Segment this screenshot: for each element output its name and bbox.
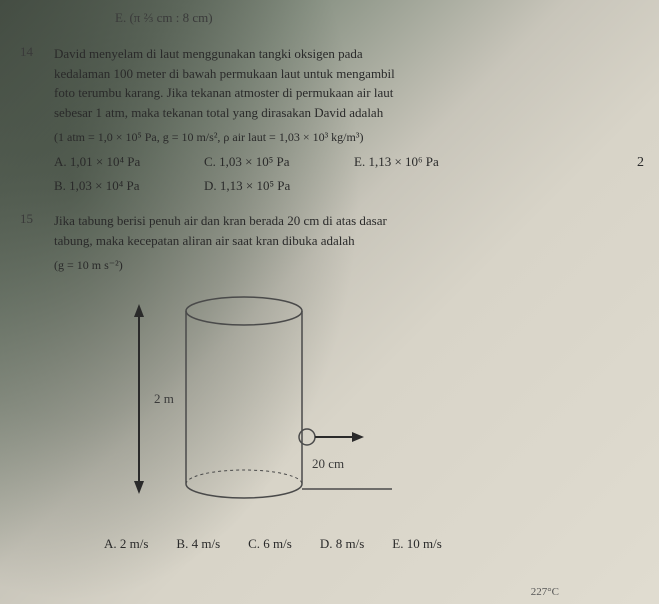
question-body: David menyelam di laut menggunakan tangk… <box>54 44 639 195</box>
q15-line2: tabung, maka kecepatan aliran air saat k… <box>54 233 355 248</box>
q14-option-b: B. 1,03 × 10⁴ Pa <box>54 176 174 196</box>
q14-line1: David menyelam di laut menggunakan tangk… <box>54 46 363 61</box>
q14-line3: foto terumbu karang. Jika tekanan atmost… <box>54 85 393 100</box>
q15-option-a: A. 2 m/s <box>104 534 148 554</box>
q15-line1: Jika tabung berisi penuh air dan kran be… <box>54 213 387 228</box>
q15-option-c: C. 6 m/s <box>248 534 292 554</box>
q15-option-b: B. 4 m/s <box>176 534 220 554</box>
q14-option-e: E. 1,13 × 10⁶ Pa <box>354 152 474 172</box>
question-text: Jika tabung berisi penuh air dan kran be… <box>54 211 639 250</box>
page-content: E. (π ⅔ cm : 8 cm) 14 David menyelam di … <box>20 10 639 554</box>
question-number: 14 <box>20 44 42 195</box>
cylinder-diagram: 2 m 20 cm <box>114 289 394 519</box>
height-label: 2 m <box>154 389 174 409</box>
q14-option-c: C. 1,03 × 10⁵ Pa <box>204 152 324 172</box>
q14-options: A. 1,01 × 10⁴ Pa B. 1,03 × 10⁴ Pa C. 1,0… <box>54 152 639 195</box>
arrow-down-icon <box>134 481 144 494</box>
question-14: 14 David menyelam di laut menggunakan ta… <box>20 44 639 195</box>
arrow-up-icon <box>134 304 144 317</box>
bottom-fragment: 227°C <box>531 586 559 598</box>
cylinder-top <box>186 297 302 325</box>
cylinder-bottom-back <box>186 470 302 484</box>
top-fragment-text: E. (π ⅔ cm : 8 cm) <box>20 10 639 26</box>
q15-option-d: D. 8 m/s <box>320 534 364 554</box>
q14-option-d: D. 1,13 × 10⁵ Pa <box>204 176 324 196</box>
question-text: David menyelam di laut menggunakan tangk… <box>54 44 639 122</box>
q15-options: A. 2 m/s B. 4 m/s C. 6 m/s D. 8 m/s E. 1… <box>54 534 639 554</box>
q14-given: (1 atm = 1,0 × 10⁵ Pa, g = 10 m/s², ρ ai… <box>54 128 639 146</box>
question-body: Jika tabung berisi penuh air dan kran be… <box>54 211 639 554</box>
q14-option-a: A. 1,01 × 10⁴ Pa <box>54 152 174 172</box>
q14-line4: sebesar 1 atm, maka tekanan total yang d… <box>54 105 383 120</box>
spout-label: 20 cm <box>312 454 344 474</box>
q15-given: (g = 10 m s⁻²) <box>54 256 639 274</box>
question-number: 15 <box>20 211 42 554</box>
question-15: 15 Jika tabung berisi penuh air dan kran… <box>20 211 639 554</box>
q14-line2: kedalaman 100 meter di bawah permukaan l… <box>54 66 395 81</box>
q15-option-e: E. 10 m/s <box>392 534 441 554</box>
cylinder-bottom-front <box>186 484 302 498</box>
arrow-right-icon <box>352 432 364 442</box>
